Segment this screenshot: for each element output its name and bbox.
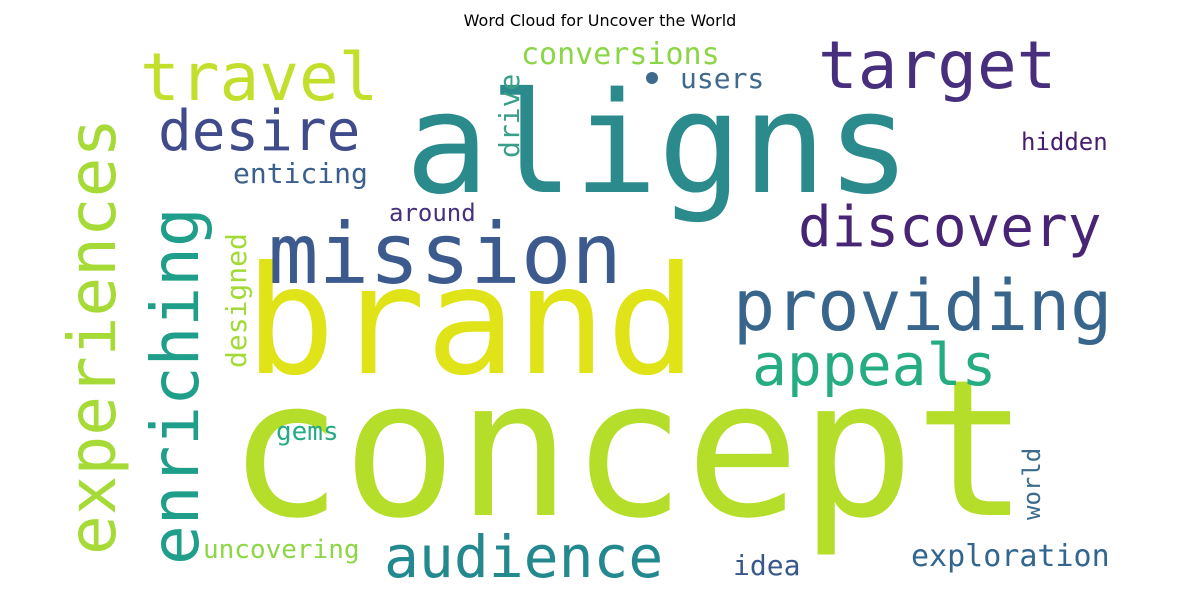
chart-title: Word Cloud for Uncover the World: [463, 11, 737, 30]
word-concept: concept: [228, 339, 1029, 560]
word-discovery: discovery: [798, 195, 1101, 260]
word-aligns: aligns: [405, 63, 911, 226]
word-enriching: enriching: [137, 207, 214, 565]
word-providing: providing: [733, 265, 1112, 347]
word-drive: drive: [493, 74, 526, 158]
word-hidden: hidden: [1021, 128, 1108, 156]
word-target: target: [818, 27, 1056, 104]
word-around: around: [389, 199, 476, 227]
word-experiences: experiences: [54, 118, 131, 555]
word-appeals: appeals: [752, 331, 996, 399]
word-travel: travel: [140, 39, 378, 116]
word-gems: gems: [276, 417, 339, 447]
word-uncovering: uncovering: [203, 535, 360, 565]
word-brand: brand: [245, 235, 697, 409]
word-desire: desire: [158, 99, 360, 164]
word-exploration: exploration: [911, 539, 1110, 574]
word-idea: idea: [733, 549, 800, 582]
word-users: users: [680, 62, 764, 95]
word-enticing: enticing: [233, 157, 368, 190]
word-conversions: conversions: [521, 37, 720, 72]
word-designed: designed: [220, 233, 253, 368]
dot-mark: [646, 72, 658, 84]
word-audience: audience: [384, 523, 663, 591]
word-world: world: [1018, 448, 1046, 520]
word-mission: mission: [268, 205, 622, 303]
